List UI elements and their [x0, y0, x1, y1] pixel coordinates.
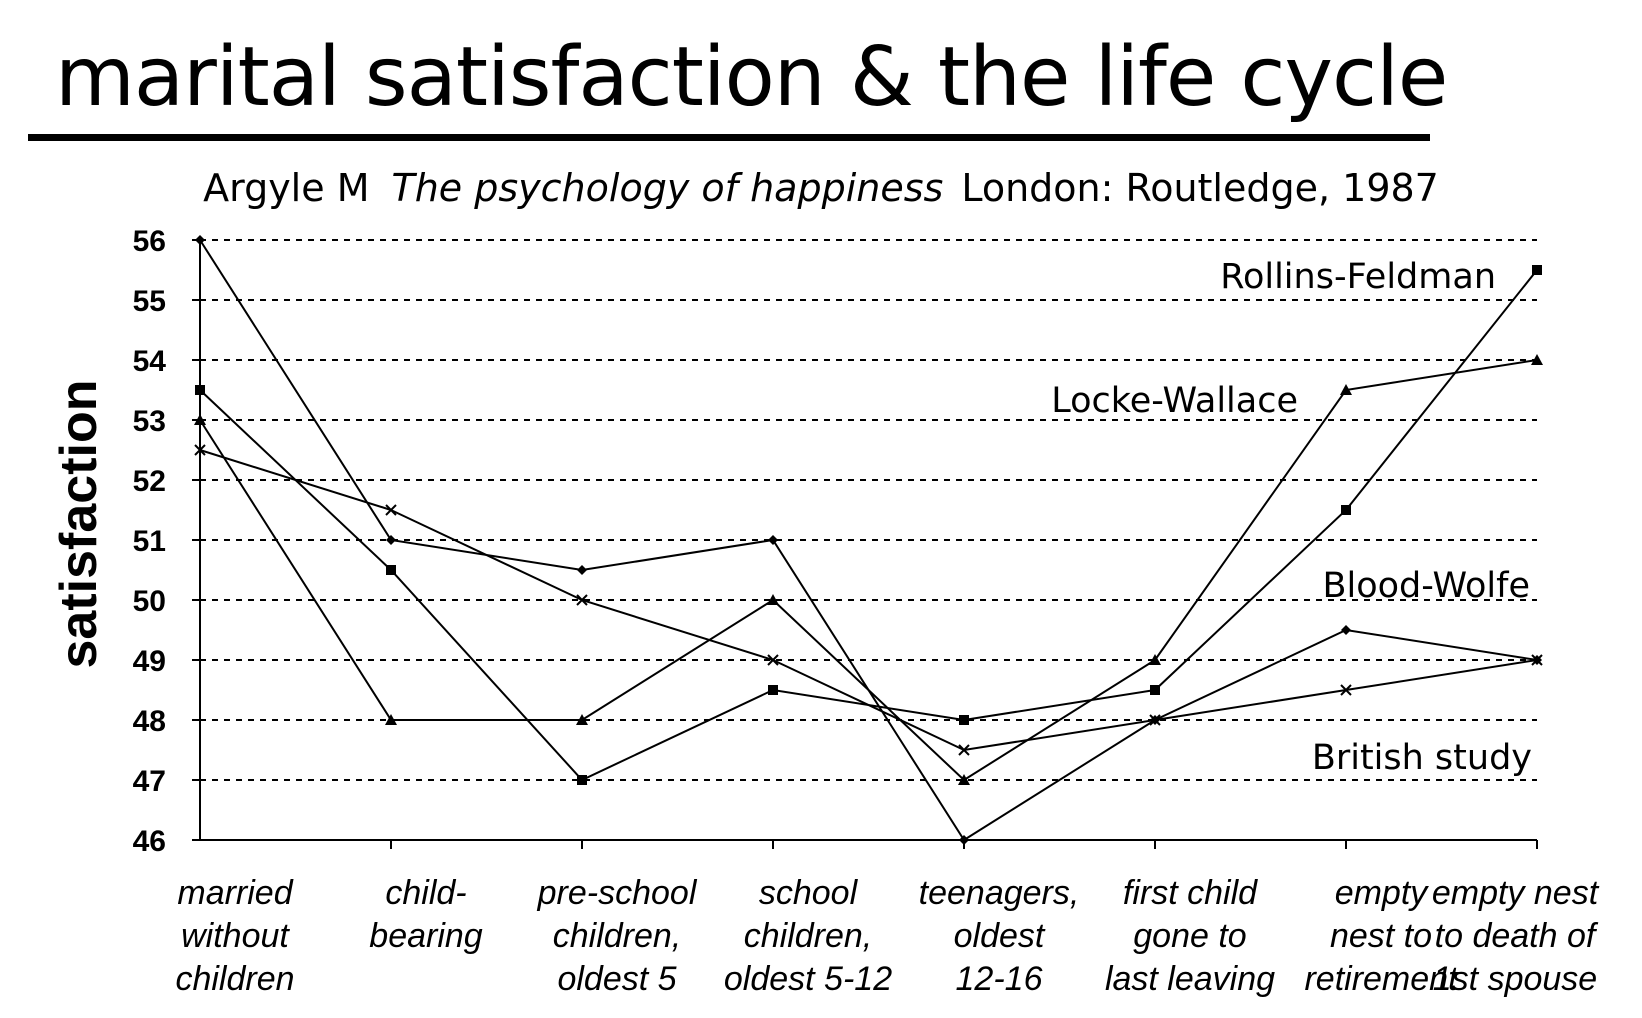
y-tick-label-53: 53: [133, 405, 166, 438]
y-tick-label-46: 46: [133, 825, 166, 858]
series-line-blood-wolfe: [199, 239, 1538, 842]
marker-blood-wolfe-3: [768, 535, 778, 545]
citation-publisher: London: Routledge, 1987: [961, 166, 1439, 210]
marker-blood-wolfe-4: [959, 835, 969, 845]
series-labels: Rollins-Feldman Locke-Wallace Blood-Wolfe B…: [1051, 257, 1532, 778]
y-tick-label-47: 47: [133, 765, 166, 798]
marker-british-study-3: [767, 654, 779, 666]
marker-locke-wallace-6: [1340, 384, 1352, 395]
y-tick-label-56: 56: [133, 225, 166, 258]
marker-blood-wolfe-6: [1341, 625, 1351, 635]
y-tick-label-54: 54: [133, 345, 167, 378]
series-label-locke-wallace: Locke-Wallace: [1051, 381, 1298, 421]
marker-locke-wallace-0: [194, 414, 206, 425]
y-tick-label-48: 48: [133, 705, 166, 738]
marker-blood-wolfe-0: [195, 235, 205, 245]
x-tick-label-6: empty nest to retirement: [1304, 874, 1459, 998]
title-underline: [28, 134, 1430, 141]
marker-blood-wolfe-1: [386, 535, 396, 545]
marker-locke-wallace-1: [385, 714, 397, 725]
series-line-rollins-feldman: [199, 269, 1538, 782]
series-label-blood-wolfe: Blood-Wolfe: [1322, 566, 1530, 606]
marker-rollins-feldman-0: [195, 385, 205, 395]
y-tick-labels: 46 47 48 49 50 51 52 53 54 55 56: [133, 225, 167, 858]
y-tick-label-52: 52: [133, 465, 166, 498]
x-tick-label-5: first child gone to last leaving: [1105, 874, 1275, 998]
marker-rollins-feldman-6: [1341, 505, 1351, 515]
x-tick-labels: married without children child-bearing pre-s…: [175, 874, 1599, 998]
marker-locke-wallace-3: [767, 594, 779, 605]
series-line-british-study: [199, 449, 1538, 752]
marker-locke-wallace-4: [958, 774, 970, 785]
marker-rollins-feldman-2: [577, 775, 587, 785]
marker-locke-wallace-5: [1149, 654, 1161, 665]
x-tick-label-2: pre-school children, oldest 5: [537, 874, 698, 998]
marker-blood-wolfe-2: [577, 565, 587, 575]
x-tick-label-4: teenagers, oldest 12-16: [919, 874, 1080, 998]
marker-british-study-2: [576, 594, 588, 606]
y-tick-label-55: 55: [133, 285, 166, 318]
series-label-rollins-feldman: Rollins-Feldman: [1220, 257, 1496, 297]
y-tick-label-50: 50: [133, 585, 166, 618]
marker-locke-wallace-7: [1531, 354, 1543, 365]
marker-british-study-4: [958, 744, 970, 756]
grid-lines: [200, 239, 1537, 781]
x-tick-label-3: school children, oldest 5-12: [724, 874, 892, 998]
citation: Argyle M The psychology of happiness Londo…: [0, 166, 1642, 210]
page-title: marital satisfaction & the life cycle: [55, 30, 1448, 125]
series-markers: [194, 235, 1543, 845]
marker-british-study-1: [385, 504, 397, 516]
marker-rollins-feldman-4: [959, 715, 969, 725]
marker-british-study-5: [1149, 714, 1161, 726]
series-label-british-study: British study: [1312, 738, 1532, 778]
y-tick-label-51: 51: [133, 525, 166, 558]
marker-british-study-7: [1531, 654, 1543, 666]
marker-rollins-feldman-7: [1532, 265, 1542, 275]
marker-rollins-feldman-3: [768, 685, 778, 695]
citation-author: Argyle M: [203, 166, 370, 210]
marker-locke-wallace-2: [576, 714, 588, 725]
y-axis-label: satisfaction: [50, 380, 108, 669]
y-tick-label-49: 49: [133, 645, 166, 678]
citation-book: The psychology of happiness: [391, 166, 944, 210]
series-lines: [199, 239, 1538, 842]
x-tick-label-7: empty nest to death of 1st spouse: [1432, 874, 1600, 998]
marker-rollins-feldman-1: [386, 565, 396, 575]
x-tick-label-0: married without children: [175, 874, 294, 998]
marker-british-study-0: [194, 444, 206, 456]
marker-british-study-6: [1340, 684, 1352, 696]
marker-rollins-feldman-5: [1150, 685, 1160, 695]
x-tick-label-1: child-bearing: [369, 874, 483, 955]
